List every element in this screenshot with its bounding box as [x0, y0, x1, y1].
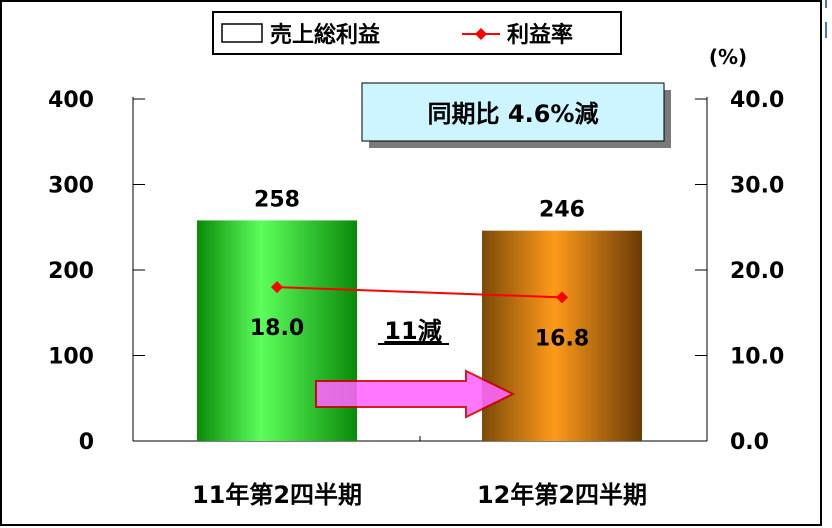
- y-tick-label-left: 300: [48, 174, 94, 199]
- ratio-marker-12q2: [556, 291, 568, 304]
- y-tick-label-right: 10.0: [730, 345, 784, 370]
- category-label-11q2: 11年第2四半期: [192, 481, 362, 509]
- ratio-line: [276, 286, 563, 299]
- bar-12q2: [482, 230, 642, 441]
- transition-arrow: [315, 369, 516, 419]
- bar-value-label-12q2: 246: [539, 198, 585, 223]
- y-tick-label-left: 200: [48, 259, 94, 284]
- axis-ticks: 400 40.0 300 30.0 200 20.0 100 10.0 0 0.0: [48, 88, 784, 455]
- y-tick-label-left: 400: [48, 88, 94, 113]
- legend: 売上総利益 利益率: [212, 11, 622, 55]
- legend-box: [212, 11, 622, 55]
- y2-unit-label: (%): [709, 45, 747, 69]
- ratio-value-label-12q2: 16.8: [535, 326, 589, 351]
- ratio-value-label-11q2: 18.0: [250, 316, 304, 341]
- legend-bar-label: 売上総利益: [270, 22, 380, 48]
- y-tick-label-right: 0.0: [730, 430, 769, 455]
- legend-line-label: 利益率: [507, 22, 573, 48]
- difference-label: 11減: [384, 317, 441, 345]
- legend-line-marker: [475, 28, 487, 40]
- ratio-marker-11q2: [271, 281, 283, 294]
- y-tick-label-right: 20.0: [730, 259, 784, 284]
- callout-box: [361, 82, 665, 142]
- y-tick-label-right: 30.0: [730, 174, 784, 199]
- y-tick-label-left: 0: [79, 430, 94, 455]
- callout-text: 同期比 4.6%減: [428, 100, 599, 128]
- category-label-12q2: 12年第2四半期: [477, 481, 647, 509]
- legend-bar-swatch: [221, 23, 263, 43]
- comparison-callout: 同期比 4.6%減: [361, 82, 671, 148]
- y-tick-label-right: 40.0: [730, 88, 784, 113]
- y-tick-label-left: 100: [48, 345, 94, 370]
- bar-value-label-11q2: 258: [254, 187, 300, 212]
